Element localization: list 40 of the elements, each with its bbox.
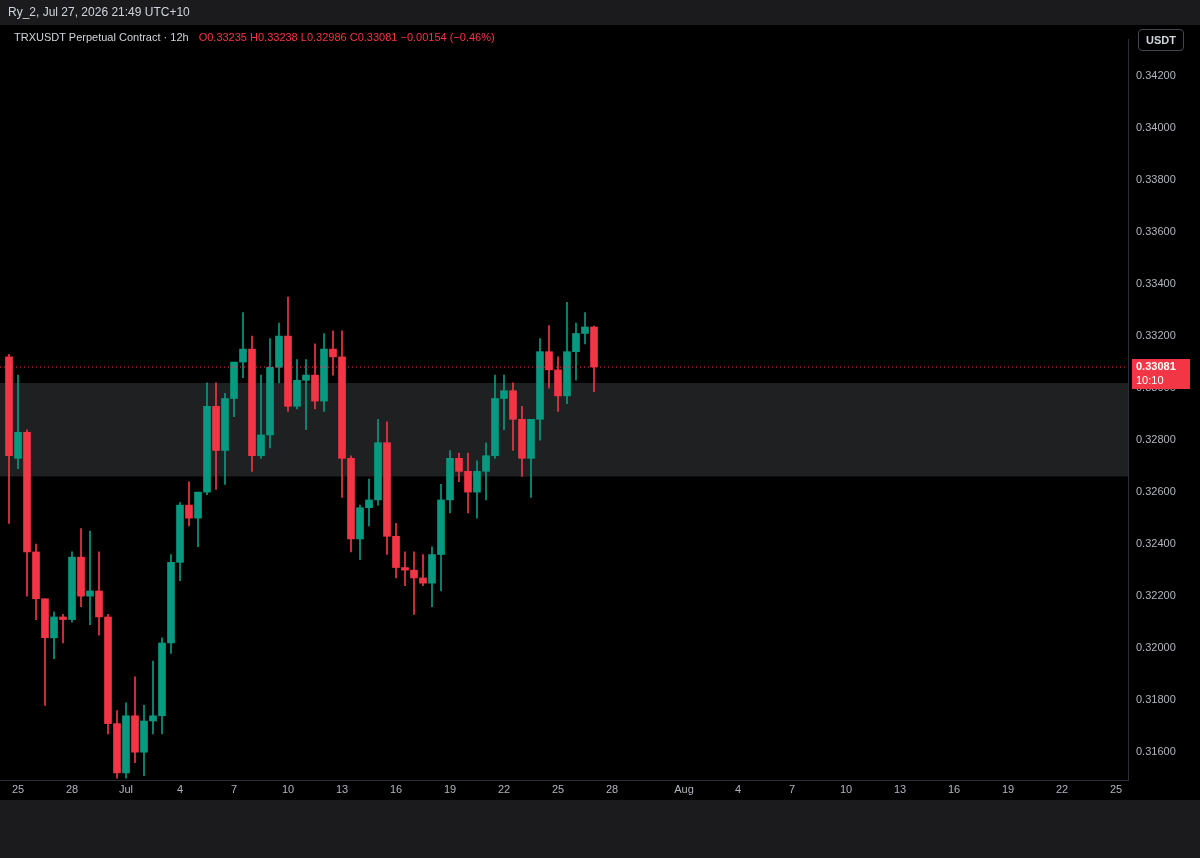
- x-tick-label: Aug: [674, 783, 694, 796]
- x-tick-label: 10: [839, 783, 853, 796]
- y-tick-label: 0.31600: [1136, 745, 1176, 758]
- x-tick-label: 25: [11, 783, 25, 796]
- x-tick-label: 16: [389, 783, 403, 796]
- text: Ry_2, Jul 27, 2026 21:49 UTC+10: [8, 5, 190, 19]
- y-tick-label: 0.34200: [1136, 69, 1176, 82]
- x-tick-label: 25: [1109, 783, 1123, 796]
- y-tick-label: 0.31800: [1136, 693, 1176, 706]
- y-tick-label: 0.33400: [1136, 277, 1176, 290]
- y-tick-label: 0.32200: [1136, 589, 1176, 602]
- x-tick-label: 22: [497, 783, 511, 796]
- x-tick-label: 7: [788, 783, 796, 796]
- x-tick-label: 10: [281, 783, 295, 796]
- x-tick-label: 4: [176, 783, 184, 796]
- x-tick-label: 25: [551, 783, 565, 796]
- text: 10:10: [1136, 374, 1164, 387]
- chart-title: TRXUSDT Perpetual Contract · 12h: [14, 31, 189, 43]
- y-axis-title: USDT: [1138, 29, 1184, 51]
- x-tick-label: 4: [734, 783, 742, 796]
- x-tick-label: Jul: [118, 783, 134, 796]
- y-tick-label: 0.33800: [1136, 173, 1176, 186]
- x-tick-label: 7: [230, 783, 238, 796]
- x-tick-label: 13: [335, 783, 349, 796]
- x-tick-label: 19: [1001, 783, 1015, 796]
- y-tick-label: 0.33200: [1136, 329, 1176, 342]
- y-tick-label: 0.32800: [1136, 433, 1176, 446]
- ref-line-label: 0.33081: [1136, 360, 1176, 373]
- y-tick-label: 0.34000: [1136, 121, 1176, 134]
- x-tick-label: 16: [947, 783, 961, 796]
- y-tick-label: 0.32000: [1136, 641, 1176, 654]
- x-tick-label: 28: [65, 783, 79, 796]
- chart-subtitle: O0.33235 H0.33238 L0.32986 C0.33081 −0.00154 (−0.46%): [198, 31, 495, 43]
- x-tick-label: 13: [893, 783, 907, 796]
- y-tick-label: 0.32600: [1136, 485, 1176, 498]
- x-tick-label: 19: [443, 783, 457, 796]
- x-tick-label: 22: [1055, 783, 1069, 796]
- x-tick-label: 28: [605, 783, 619, 796]
- y-tick-label: 0.33600: [1136, 225, 1176, 238]
- y-tick-label: 0.32400: [1136, 537, 1176, 550]
